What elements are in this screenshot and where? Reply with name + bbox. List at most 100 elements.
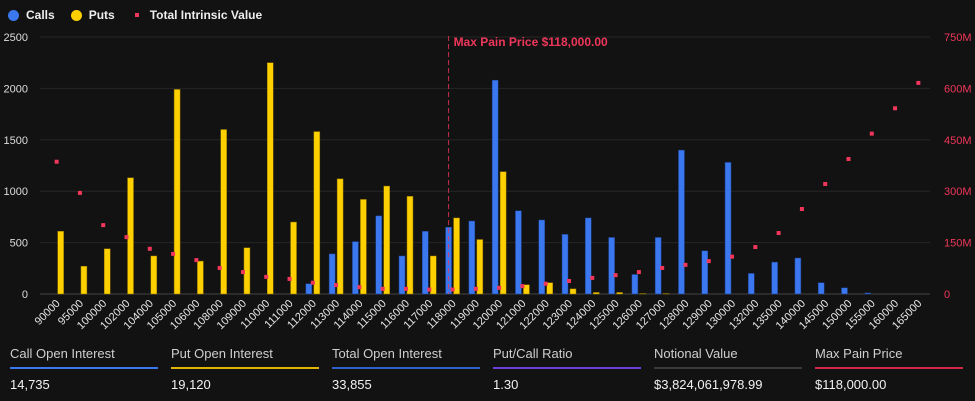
intrinsic-point xyxy=(403,286,408,291)
y-tick-label: 1500 xyxy=(4,135,28,147)
intrinsic-point xyxy=(893,106,898,111)
stat-notional-value: Notional Value $3,824,061,978.99 xyxy=(654,346,815,392)
call-bar xyxy=(724,162,732,295)
y2-tick-label: 600M xyxy=(944,83,972,95)
intrinsic-point xyxy=(660,265,665,270)
call-bar xyxy=(608,237,615,295)
legend-calls-label: Calls xyxy=(26,8,55,22)
intrinsic-point xyxy=(636,270,641,275)
y2-tick-label: 750M xyxy=(944,32,972,44)
call-bar xyxy=(538,219,545,295)
call-bar xyxy=(352,241,359,295)
intrinsic-swatch-icon xyxy=(134,13,139,17)
intrinsic-point xyxy=(310,280,315,285)
intrinsic-point xyxy=(217,265,222,270)
intrinsic-point xyxy=(427,287,432,292)
stat-label: Put Open Interest xyxy=(171,346,273,361)
intrinsic-point xyxy=(730,254,735,259)
put-bar xyxy=(569,288,577,295)
call-bar xyxy=(491,79,499,295)
put-bar xyxy=(220,129,227,295)
intrinsic-point xyxy=(520,284,525,289)
stat-max-pain: Max Pain Price $118,000.00 xyxy=(815,346,975,392)
stat-label: Put/Call Ratio xyxy=(493,346,573,361)
intrinsic-point xyxy=(473,286,478,291)
intrinsic-point xyxy=(380,286,385,291)
put-bar xyxy=(593,292,600,295)
intrinsic-point xyxy=(543,281,548,286)
x-tick-label: 90000 xyxy=(33,298,63,328)
y2-tick-label: 0 xyxy=(944,289,950,301)
legend-puts[interactable]: Puts xyxy=(70,8,115,22)
call-bar xyxy=(561,234,569,295)
stat-value: $3,824,061,978.99 xyxy=(654,377,763,392)
intrinsic-point xyxy=(497,285,502,290)
stat-call-oi: Call Open Interest 14,735 xyxy=(10,346,171,392)
put-bar xyxy=(430,255,437,295)
put-bar xyxy=(103,248,111,295)
stat-put-call-ratio: Put/Call Ratio 1.30 xyxy=(493,346,654,392)
stats-row: Call Open Interest 14,735 Put Open Intere… xyxy=(10,346,975,392)
intrinsic-point xyxy=(823,182,828,187)
y2-tick-label: 450M xyxy=(944,135,972,147)
intrinsic-point xyxy=(77,190,82,195)
put-bar xyxy=(546,282,553,295)
open-interest-chart: 0 0 500 150M 1000 300M 1500 450M 2000 600M 2500 750… xyxy=(4,32,972,332)
puts-swatch-icon xyxy=(70,9,82,21)
call-bar xyxy=(515,210,522,295)
intrinsic-point xyxy=(264,274,269,279)
legend-intrinsic-label: Total Intrinsic Value xyxy=(149,8,263,22)
stat-underline xyxy=(332,367,480,369)
call-bar xyxy=(701,250,708,295)
intrinsic-point xyxy=(590,275,595,280)
put-bar xyxy=(662,293,670,295)
intrinsic-point xyxy=(776,231,781,236)
intrinsic-point xyxy=(171,251,176,256)
stat-label: Total Open Interest xyxy=(332,346,442,361)
chart-legend: Calls Puts Total Intrinsic Value xyxy=(8,8,262,22)
call-bar xyxy=(585,217,592,295)
call-bar xyxy=(864,292,872,295)
intrinsic-point xyxy=(869,131,874,136)
legend-calls[interactable]: Calls xyxy=(8,8,55,22)
intrinsic-point xyxy=(287,276,292,281)
put-bar xyxy=(453,217,460,295)
max-pain-label: Max Pain Price $118,000.00 xyxy=(454,35,608,49)
intrinsic-point xyxy=(334,283,339,288)
intrinsic-point xyxy=(357,285,362,290)
intrinsic-point xyxy=(101,223,106,228)
call-bar xyxy=(631,274,639,295)
stat-label: Max Pain Price xyxy=(815,346,903,361)
y-tick-label: 2000 xyxy=(4,83,28,95)
put-bar xyxy=(336,178,344,295)
intrinsic-point xyxy=(753,245,758,250)
stat-underline xyxy=(10,367,158,369)
put-bar xyxy=(360,199,367,295)
intrinsic-point xyxy=(916,80,921,85)
intrinsic-point xyxy=(450,287,455,292)
intrinsic-point xyxy=(799,207,804,212)
put-bar xyxy=(406,196,414,295)
put-bar xyxy=(80,265,88,295)
stat-value: 14,735 xyxy=(10,377,50,392)
y2-tick-label: 300M xyxy=(944,186,972,198)
call-bar xyxy=(771,261,778,295)
put-bar xyxy=(290,221,297,295)
put-bar xyxy=(523,284,530,295)
call-bar xyxy=(328,253,336,295)
call-bar xyxy=(305,283,313,295)
put-bar xyxy=(57,231,64,295)
put-bar xyxy=(173,89,181,295)
put-bar xyxy=(383,185,390,295)
stat-underline xyxy=(171,367,319,369)
legend-intrinsic[interactable]: Total Intrinsic Value xyxy=(131,8,262,22)
call-bar xyxy=(794,257,802,295)
put-bar xyxy=(150,255,158,295)
y-tick-label: 500 xyxy=(10,238,28,250)
intrinsic-point xyxy=(683,262,688,267)
put-bar xyxy=(476,239,484,295)
call-bar xyxy=(398,255,406,295)
call-bar xyxy=(748,273,755,295)
y2-tick-label: 150M xyxy=(944,238,972,250)
call-bar xyxy=(678,149,685,295)
